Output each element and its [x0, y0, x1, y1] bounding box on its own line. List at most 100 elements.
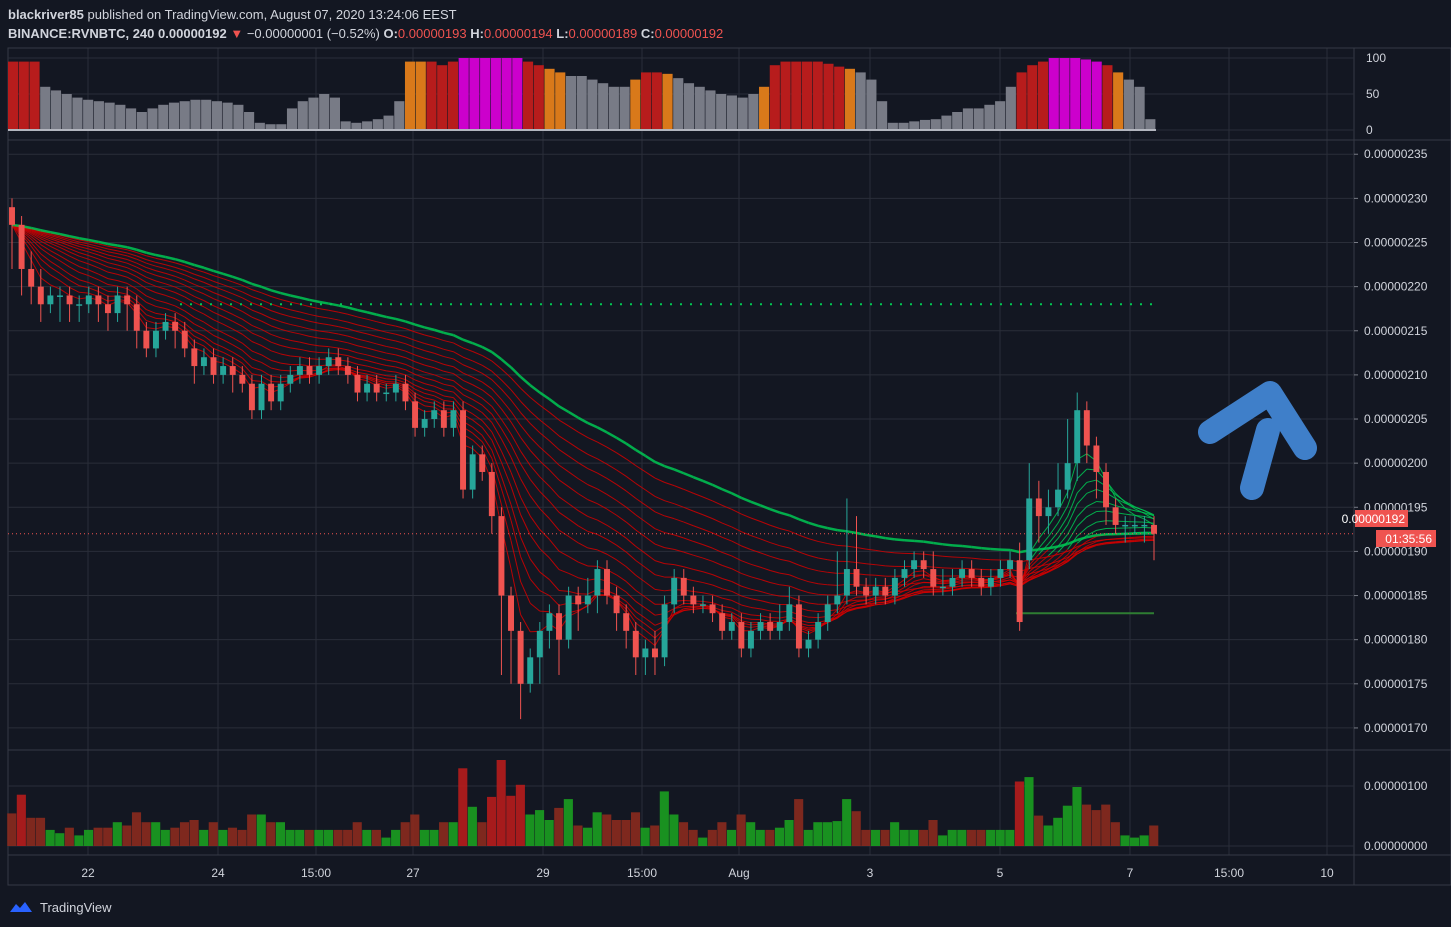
ribbon-line [990, 585, 1001, 588]
ribbon-line [290, 309, 301, 313]
ribbon-line [1086, 479, 1097, 483]
ribbon-line [894, 538, 905, 542]
ribbon-line [1134, 538, 1145, 541]
volume-bar [822, 822, 833, 846]
candle [920, 551, 927, 578]
ribbon-line [674, 606, 684, 610]
open-label: O: [383, 26, 398, 41]
oscillator-bar [759, 86, 770, 130]
ribbon-line [290, 301, 301, 305]
ribbon-line [836, 605, 848, 617]
candle-body [786, 604, 793, 623]
volume-bar [851, 811, 861, 846]
ribbon-line [558, 464, 569, 473]
ribbon-line [798, 518, 809, 525]
tradingview-brand[interactable]: TradingView [40, 899, 112, 915]
ribbon-line [472, 368, 483, 374]
ribbon-line [136, 248, 147, 254]
ribbon-line [443, 404, 454, 407]
ribbon-line [722, 605, 732, 609]
ribbon-line [40, 232, 51, 237]
ribbon-line [136, 255, 147, 261]
ribbon-line [434, 352, 445, 358]
candle-body [968, 569, 975, 578]
candle [57, 286, 63, 322]
ribbon-line [261, 305, 272, 312]
ribbon-line [443, 340, 454, 344]
ribbon-line [347, 306, 358, 312]
ribbon-line [30, 245, 42, 260]
ribbon-line [942, 590, 953, 593]
ribbon-line [155, 261, 166, 266]
ribbon-line [770, 570, 780, 574]
candle-body [460, 410, 467, 490]
ribbon-line [491, 422, 502, 440]
ribbon-line [693, 540, 704, 546]
ribbon-line [1144, 516, 1155, 520]
volume-bar [947, 829, 957, 846]
tradingview-logo-icon[interactable] [8, 899, 34, 915]
candle-body [911, 560, 918, 570]
volume-bar [7, 813, 17, 846]
ribbon-line [625, 475, 637, 484]
ribbon-line [731, 540, 742, 547]
ribbon-line [309, 335, 320, 339]
candle-body [354, 374, 361, 393]
ribbon-line [1086, 536, 1097, 542]
oscillator-bar [1016, 72, 1027, 130]
ribbon-line [529, 602, 541, 612]
ribbon-line [251, 289, 262, 294]
ribbon-line [750, 549, 761, 554]
last-price: 0.00000192 [158, 26, 227, 41]
ribbon-line [376, 343, 387, 347]
ribbon-line [98, 254, 109, 259]
ribbon-line [251, 380, 262, 382]
ribbon-line [529, 450, 541, 462]
ribbon-line [241, 368, 253, 381]
ribbon-line [443, 389, 454, 393]
ribbon-line [280, 328, 291, 333]
ribbon-line [481, 381, 493, 390]
ribbon-line [1076, 506, 1088, 517]
ribbon-line [770, 593, 780, 597]
ribbon-line [433, 328, 445, 334]
ribbon-line [1067, 492, 1078, 517]
ribbon-line [98, 267, 109, 273]
oscillator-bar [801, 61, 813, 130]
volume-bar [26, 817, 36, 846]
ribbon-line [577, 416, 589, 425]
ribbon-line [692, 475, 704, 483]
time-tick-label: 7 [1127, 866, 1134, 880]
candle [776, 604, 783, 640]
oscillator-bar [587, 79, 598, 130]
ribbon-line [664, 515, 675, 520]
candle [344, 357, 351, 384]
ribbon-line [1134, 506, 1145, 511]
symbol-label[interactable]: BINANCE:RVNBTC, 240 [8, 26, 155, 41]
oscillator-bar [458, 58, 469, 130]
ribbon-line [328, 338, 339, 342]
ribbon-line [520, 536, 531, 560]
ribbon-line [241, 278, 253, 286]
ribbon-line [146, 295, 157, 301]
ribbon-line [270, 310, 281, 315]
ribbon-line [40, 240, 51, 247]
ribbon-line [1038, 568, 1049, 576]
author-name[interactable]: blackriver85 [8, 7, 84, 22]
ribbon-line [69, 287, 80, 293]
ribbon-line [645, 596, 656, 605]
oscillator-bar [372, 119, 383, 130]
oscillator-bar [179, 101, 190, 130]
ribbon-line [242, 325, 253, 334]
ribbon-line [558, 479, 569, 488]
ribbon-line [280, 345, 291, 349]
candle-body [258, 383, 265, 411]
ribbon-line [241, 349, 253, 360]
ribbon-line [424, 392, 435, 397]
ohlc-line: BINANCE:RVNBTC, 240 0.00000192 ▼ −0.0000… [8, 24, 723, 43]
candle [95, 286, 102, 322]
ribbon-line [741, 585, 752, 590]
ribbon-line [40, 238, 51, 244]
time-tick-label: 15:00 [301, 866, 331, 880]
